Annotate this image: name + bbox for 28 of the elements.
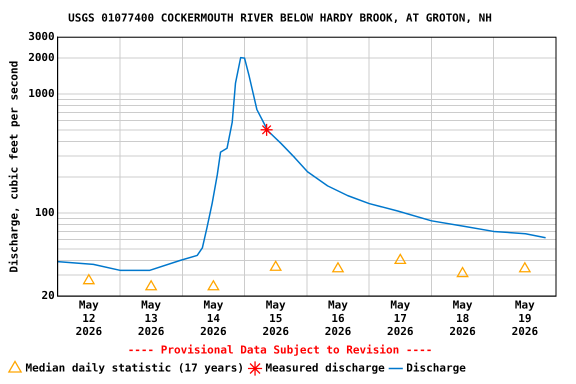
text: ---- Provisional Data Subject to Revision ----	[128, 343, 432, 356]
point	[270, 260, 282, 271]
point	[260, 123, 274, 136]
chart-title: USGS 01077400 COCKERMOUTH RIVER BELOW HARDY BROOK, AT GROTON, NH	[68, 11, 492, 24]
y-axis-title: Discharge, cubic feet per second	[7, 60, 20, 273]
point	[145, 280, 157, 290]
legend-label: Discharge	[406, 361, 466, 374]
y-tick-label: 2000	[28, 51, 55, 64]
y-tick-label: 100	[34, 206, 55, 219]
x-tick-label: May 13 2026	[138, 298, 165, 338]
point	[208, 280, 220, 290]
legend-label: Median daily statistic (17 years)	[26, 361, 244, 374]
x-tick-label: May 17 2026	[387, 298, 414, 338]
x-tick-label: May 16 2026	[324, 298, 352, 338]
point	[456, 266, 468, 278]
point	[332, 262, 344, 272]
point	[82, 274, 95, 284]
y-tick-label: 20	[41, 289, 55, 302]
x-tick-label: May 12 2026	[76, 298, 102, 338]
x-tick-label: May 19 2026	[512, 298, 538, 338]
point	[519, 262, 531, 272]
point	[394, 254, 406, 264]
x-tick-label: May 18 2026	[449, 298, 476, 338]
x-tick-label: May 15 2026	[262, 298, 290, 338]
y-tick-label: 3000	[28, 30, 55, 44]
y-tick-label: 1000	[28, 86, 55, 100]
x-tick-label: May 14 2026	[200, 298, 228, 338]
legend-label: Measured discharge	[266, 361, 386, 374]
